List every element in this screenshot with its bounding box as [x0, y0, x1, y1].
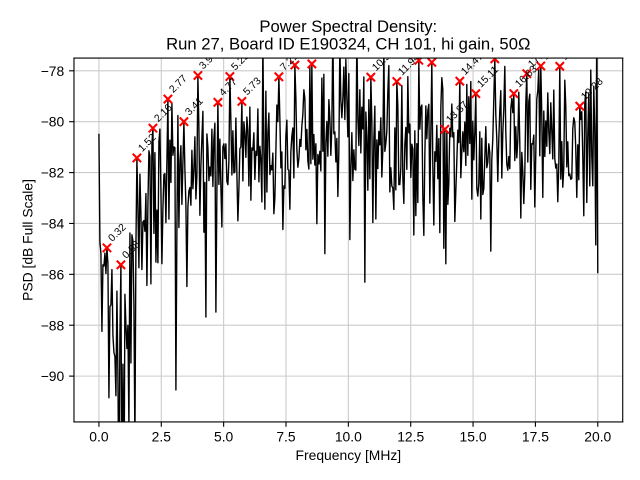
svg-text:−86: −86 [41, 266, 65, 282]
svg-text:−88: −88 [41, 317, 65, 333]
svg-text:7.5: 7.5 [276, 429, 296, 445]
svg-text:Frequency [MHz]: Frequency [MHz] [296, 447, 402, 463]
svg-text:−80: −80 [41, 114, 65, 130]
svg-text:20.0: 20.0 [584, 429, 611, 445]
svg-text:−78: −78 [41, 63, 65, 79]
svg-text:0.0: 0.0 [89, 429, 109, 445]
svg-text:−82: −82 [41, 165, 65, 181]
svg-text:PSD [dB Full Scale]: PSD [dB Full Scale] [19, 179, 35, 301]
svg-text:Run 27, Board ID E190324, CH 1: Run 27, Board ID E190324, CH 101, hi gai… [166, 35, 530, 54]
svg-text:−84: −84 [41, 215, 65, 231]
svg-text:5.0: 5.0 [214, 429, 234, 445]
svg-text:2.5: 2.5 [152, 429, 172, 445]
svg-text:−90: −90 [41, 368, 65, 384]
svg-text:12.5: 12.5 [397, 429, 424, 445]
svg-text:Power Spectral Density:: Power Spectral Density: [259, 17, 437, 36]
svg-text:15.0: 15.0 [460, 429, 487, 445]
svg-text:17.5: 17.5 [522, 429, 549, 445]
svg-text:10.0: 10.0 [335, 429, 362, 445]
